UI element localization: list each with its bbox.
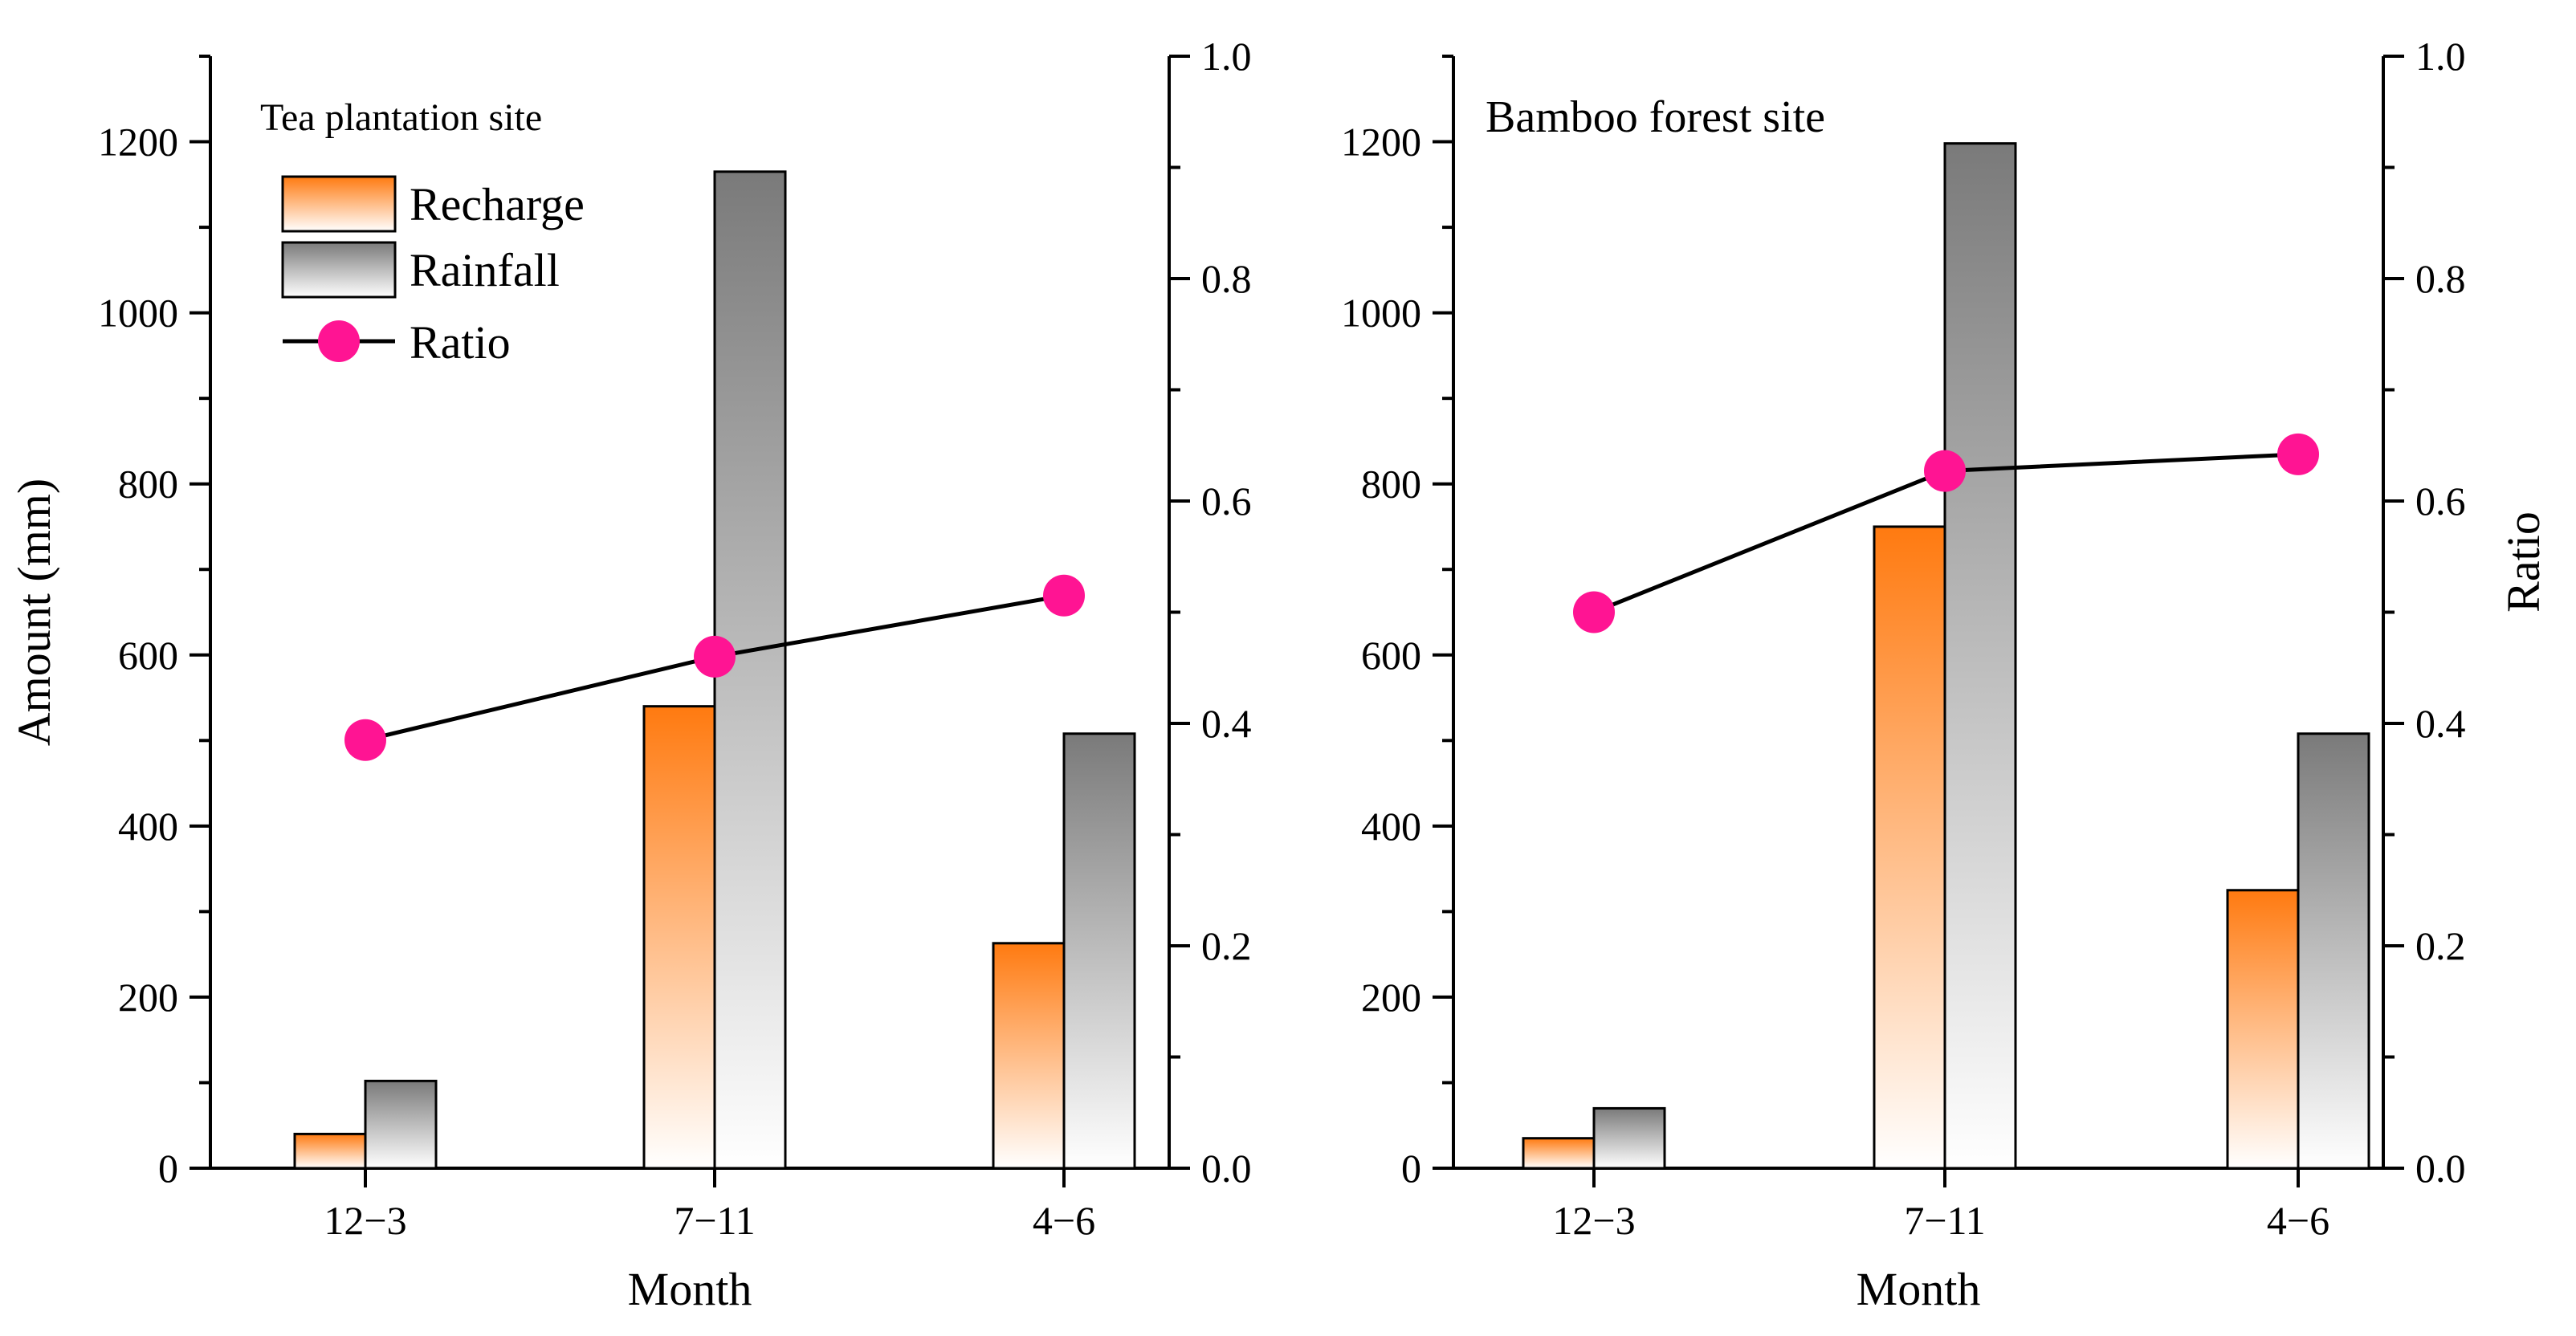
recharge-bar bbox=[1873, 525, 1946, 1170]
ratio-marker bbox=[694, 635, 736, 678]
right-y-axis-title: Ratio bbox=[2497, 511, 2550, 613]
ratio-marker bbox=[2277, 433, 2319, 475]
right-tick-label: 0.2 bbox=[2415, 923, 2466, 968]
chart-panel-1: 0 200 400 600 800 1000 1200 0.0 0.2 0.4 0.6 0.8 1.0 1… bbox=[8, 34, 1252, 1315]
left-tick-label: 200 bbox=[118, 975, 178, 1020]
right-tick-label: 0.0 bbox=[2415, 1146, 2466, 1191]
left-tick-label: 0 bbox=[158, 1146, 178, 1191]
ratio-marker bbox=[1924, 450, 1966, 492]
left-tick-label: 1200 bbox=[98, 120, 178, 165]
x-tick-label: 7−11 bbox=[674, 1198, 755, 1243]
right-tick-label: 0.6 bbox=[2415, 479, 2466, 523]
left-y-axis-title: Amount (mm) bbox=[8, 479, 60, 746]
panel-label: Bamboo forest site bbox=[1486, 92, 1825, 142]
chart-panel-2: 0 200 400 600 800 1000 1200 0.0 0.2 0.4 0.6 0.8 1.0 1… bbox=[1341, 34, 2550, 1315]
ratio-marker bbox=[344, 719, 386, 761]
left-tick-label: 1000 bbox=[1341, 291, 1421, 336]
ratio-marker bbox=[1043, 574, 1085, 617]
ratio-marker bbox=[1573, 591, 1615, 633]
x-axis-title: Month bbox=[1857, 1263, 1981, 1315]
x-tick-label: 12−3 bbox=[1552, 1198, 1635, 1243]
legend-ratio-marker bbox=[318, 320, 360, 362]
left-tick-label: 400 bbox=[118, 804, 178, 849]
recharge-bar bbox=[2226, 889, 2300, 1170]
legend-recharge-swatch bbox=[281, 175, 397, 233]
right-tick-label: 0.8 bbox=[2415, 256, 2466, 301]
right-tick-label: 0.4 bbox=[2415, 701, 2466, 746]
rainfall-bar bbox=[364, 1079, 438, 1170]
left-tick-label: 1200 bbox=[1341, 120, 1421, 165]
right-tick-label: 0.4 bbox=[1201, 701, 1252, 746]
rainfall-bar bbox=[1943, 142, 2017, 1170]
left-tick-label: 600 bbox=[118, 633, 178, 678]
right-tick-label: 0.8 bbox=[1201, 256, 1252, 301]
x-tick-label: 4−6 bbox=[2267, 1198, 2329, 1243]
recharge-bar bbox=[293, 1132, 367, 1170]
x-axis-title: Month bbox=[628, 1263, 752, 1315]
rainfall-bar bbox=[1592, 1106, 1666, 1170]
panel-label: Tea plantation site bbox=[260, 96, 542, 139]
left-tick-label: 0 bbox=[1401, 1146, 1421, 1191]
left-tick-label: 800 bbox=[1361, 462, 1421, 507]
x-tick-label: 4−6 bbox=[1033, 1198, 1095, 1243]
recharge-bar bbox=[1522, 1137, 1596, 1170]
legend-rainfall-swatch bbox=[281, 241, 397, 299]
rainfall-bar bbox=[2297, 732, 2370, 1170]
x-tick-label: 12−3 bbox=[324, 1198, 406, 1243]
left-tick-label: 400 bbox=[1361, 804, 1421, 849]
right-tick-label: 0.2 bbox=[1201, 923, 1252, 968]
recharge-bar bbox=[642, 705, 716, 1170]
left-tick-label: 600 bbox=[1361, 633, 1421, 678]
left-tick-label: 200 bbox=[1361, 975, 1421, 1020]
right-tick-label: 1.0 bbox=[1201, 34, 1252, 79]
right-tick-label: 0.6 bbox=[1201, 479, 1252, 523]
right-tick-label: 0.0 bbox=[1201, 1146, 1252, 1191]
rainfall-bar bbox=[1062, 732, 1136, 1170]
left-tick-label: 1000 bbox=[98, 291, 178, 336]
recharge-bar bbox=[992, 942, 1066, 1170]
legend-recharge-label: Recharge bbox=[410, 178, 585, 230]
right-tick-label: 1.0 bbox=[2415, 34, 2466, 79]
legend-rainfall-label: Rainfall bbox=[410, 244, 560, 296]
legend: Recharge Rainfall Ratio bbox=[281, 175, 585, 369]
left-tick-label: 800 bbox=[118, 462, 178, 507]
x-tick-label: 7−11 bbox=[1904, 1198, 1985, 1243]
legend-ratio-label: Ratio bbox=[410, 316, 511, 369]
